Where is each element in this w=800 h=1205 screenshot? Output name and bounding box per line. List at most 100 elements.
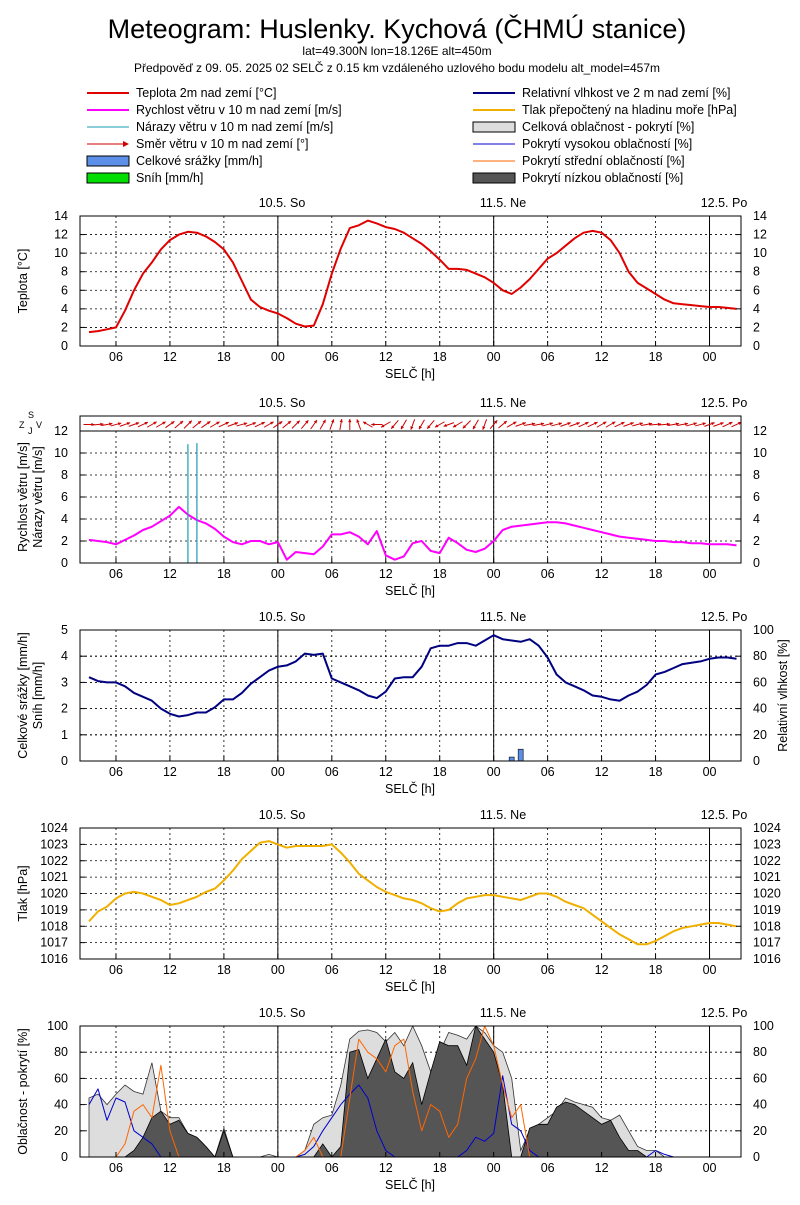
panel-1-frame [79, 215, 742, 347]
panel-4-grid [80, 828, 741, 959]
panel-2-wind-arrow-head [540, 422, 545, 426]
panel-2-wind-arrow [410, 419, 416, 430]
panel-2-wind-arrow-head [391, 425, 395, 429]
panel-3-precip-bar [517, 748, 524, 761]
left-legend-item-3: Směr větru v 10 m nad zemí [°] [87, 137, 308, 151]
panel-2-xtick-label: 06 [325, 567, 339, 581]
panel-2-wind-arrow-head [549, 422, 553, 426]
panel-2-ytick-label-right: 12 [753, 424, 767, 438]
panel-2-wind-arrow [282, 420, 292, 429]
panel-2-xtick-label: 18 [433, 567, 447, 581]
panel-2-wind-arrow [209, 421, 220, 428]
panel-4-ylabel: Tlak [hPa] [16, 865, 30, 921]
panel-2-data [88, 443, 737, 563]
panel-4-xtick-label: 12 [595, 963, 609, 977]
panel-2-wind-arrow [380, 421, 391, 428]
panel-2-wind-arrow-head [452, 424, 457, 428]
panel-4-xtick-label: 06 [325, 963, 339, 977]
right-legend-item-5-swatch [472, 172, 516, 184]
panel-2-wind-arrow [183, 420, 193, 429]
panel-2-wind-arrow-head [693, 422, 697, 426]
panel-3-xaxis-label: SELČ [h] [385, 781, 435, 796]
panel-2-wind-arrow [201, 420, 211, 429]
panel-3-frame [79, 629, 742, 762]
panel-5-day-label: 12.5. Po [701, 1006, 748, 1020]
panel-4-xtick-label: 12 [163, 963, 177, 977]
panel-2-wind-arrow [551, 422, 563, 427]
panel-2-xtick-label: 06 [109, 567, 123, 581]
panel-5-xtick-label: 00 [487, 1161, 501, 1175]
panel-1-xtick-label: 00 [487, 350, 501, 364]
panel-4-xtick-label: 18 [433, 963, 447, 977]
panel-2-wind-arrow [137, 421, 149, 428]
panel-2-wind-arrow-head [153, 421, 157, 425]
panel-3-ylabel: Sníh [mm/h] [31, 662, 45, 729]
panel-3-ytick-label: 4 [61, 649, 68, 663]
panel-2-wind-arrow-head [100, 422, 104, 426]
panel-2-wind-arrow-head [381, 424, 385, 428]
panel-2-wind-arrow [155, 421, 166, 428]
station-coords: lat=49.300N lon=18.126E alt=450m [302, 44, 491, 58]
panel-2-wind-arrow [506, 421, 517, 428]
panel-2-wind-arrow-head [278, 421, 283, 425]
left-legend-item-5: Sníh [mm/h] [86, 171, 203, 185]
panel-5-ytick-label-right: 20 [753, 1124, 767, 1138]
panel-1-data [88, 219, 737, 334]
panel-2-ylabel: Rychlost větru [m/s] [16, 442, 30, 552]
panel-5-xtick-label: 12 [163, 1161, 177, 1175]
panel-2-wind-arrow-head [348, 419, 352, 423]
panel-5-xtick-label: 06 [541, 1161, 555, 1175]
panel-2-wind-arrow [569, 422, 580, 427]
panel-2-wind-arrow [659, 422, 671, 426]
panel-5-xtick-label: 00 [271, 1161, 285, 1175]
panel-1-ytick-label: 8 [61, 265, 68, 279]
panel-2-wind-arrow [641, 422, 653, 426]
panel-2-wind-arrow [128, 422, 140, 427]
left-legend-item-3-label: Směr větru v 10 m nad zemí [°] [136, 137, 308, 151]
panel-3-xtick-label: 12 [595, 765, 609, 779]
panel-2-wind-arrow [426, 419, 435, 430]
panel-5-ytick-label: 20 [54, 1124, 68, 1138]
panel-1-xtick-label: 00 [703, 350, 717, 364]
panel-2-wind-arrow-head [162, 421, 166, 425]
panel-2-wind-arrow-head [296, 420, 300, 424]
panel-2-wind-arrow-head [427, 425, 431, 429]
panel-2-wind-arrow [731, 421, 742, 428]
panel-2-ytick-label-right: 8 [753, 468, 760, 482]
panel-5-series-3 [89, 1026, 737, 1157]
panel-2-wind-arrow-head [225, 421, 229, 425]
panel-4-ytick-label-right: 1019 [753, 903, 781, 917]
panel-1-ytick-label-right: 8 [753, 265, 760, 279]
panel-4-day-label: 10.5. So [259, 808, 306, 822]
panel-1-ytick-label: 6 [61, 283, 68, 297]
panel-1-ytick-label-right: 10 [753, 246, 767, 260]
panel-2-wind-arrow-head [621, 421, 625, 425]
panel-2-ylabel: Nárazy větru [m/s] [31, 446, 45, 547]
right-legend-item-4-label: Pokrytí střední oblačností [%] [522, 154, 685, 168]
panel-2-ytick-label-right: 2 [753, 534, 760, 548]
panel-1-xaxis-label: SELČ [h] [385, 366, 435, 381]
panel-2-wind-arrow [614, 421, 625, 428]
panel-2-wind-arrow [174, 420, 184, 429]
panel-2-wind-arrow-head [243, 422, 248, 426]
panel-3-ytick-label-right: 60 [753, 675, 767, 689]
panel-3-day-label: 11.5. Ne [480, 610, 526, 624]
panel-4-xtick-label: 18 [649, 963, 663, 977]
panel-4-day-label: 11.5. Ne [480, 808, 526, 822]
panel-3-xtick-label: 06 [541, 765, 555, 779]
panel-1-xtick-label: 18 [433, 350, 447, 364]
panel-2-wind-arrow-head [443, 423, 448, 427]
panel-2-wind-arrow-head [472, 425, 476, 430]
panel-5-xtick-label: 06 [109, 1161, 123, 1175]
panel-2-wind-arrow [310, 419, 318, 430]
panel-4-day-label: 12.5. Po [701, 808, 748, 822]
panel-2-wind-arrow-head [339, 419, 343, 423]
panel-2-wind-arrow-head [639, 422, 643, 426]
panel-1-xtick-label: 18 [649, 350, 663, 364]
panel-1-xtick-label: 06 [109, 350, 123, 364]
panel-2-wind-arrow [348, 419, 352, 430]
panel-2-ytick-label-right: 4 [753, 512, 760, 526]
panel-1-xtick-label: 06 [541, 350, 555, 364]
panel-4-ytick-label-right: 1018 [753, 919, 781, 933]
